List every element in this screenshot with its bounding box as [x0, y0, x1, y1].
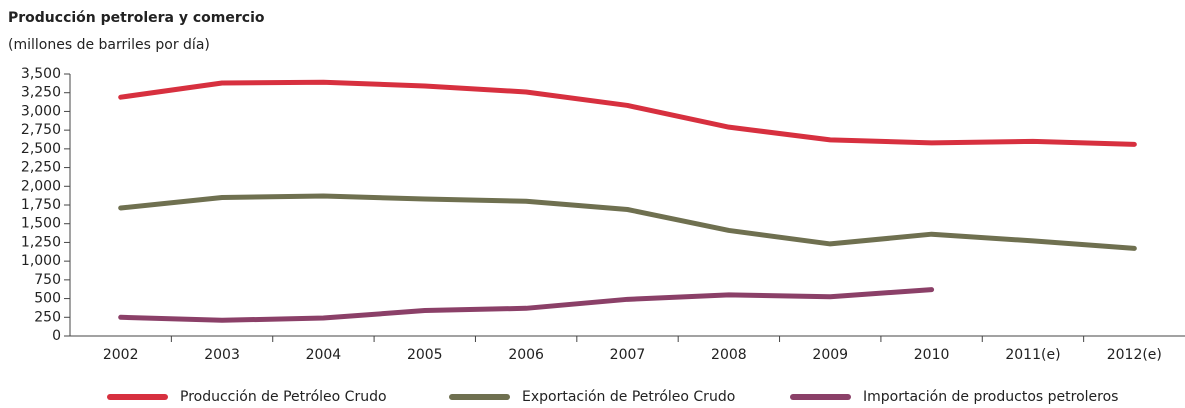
y-tick-label: 500	[34, 291, 61, 307]
y-tick-label: 2,750	[21, 122, 61, 138]
y-tick-label: 3,500	[21, 66, 61, 82]
chart-subtitle: (millones de barriles por día)	[8, 37, 210, 53]
series-line	[118, 193, 1137, 251]
series-line	[118, 79, 1137, 147]
x-tick-label: 2003	[204, 347, 240, 363]
x-tick-label: 2011(e)	[1005, 347, 1060, 363]
y-tick-label: 1,500	[21, 216, 61, 232]
y-tick-label: 1,000	[21, 253, 61, 269]
x-tick-label: 2004	[306, 347, 342, 363]
x-tick-label: 2010	[914, 347, 950, 363]
x-tick-label: 2009	[812, 347, 848, 363]
y-tick-label: 3,000	[21, 103, 61, 119]
x-tick-label: 2007	[610, 347, 646, 363]
chart-title: Producción petrolera y comercio	[8, 10, 265, 26]
y-tick-label: 2,500	[21, 141, 61, 157]
x-tick-label: 2012(e)	[1107, 347, 1162, 363]
y-tick-label: 2,250	[21, 160, 61, 176]
legend-label: Exportación de Petróleo Crudo	[522, 389, 735, 405]
series-line	[118, 287, 935, 323]
y-tick-label: 1,250	[21, 234, 61, 250]
x-tick-label: 2006	[508, 347, 544, 363]
legend-label: Producción de Petróleo Crudo	[180, 389, 387, 405]
x-tick-label: 2005	[407, 347, 443, 363]
y-tick-label: 750	[34, 272, 61, 288]
x-tick-label: 2008	[711, 347, 747, 363]
legend-label: Importación de productos petroleros	[863, 389, 1118, 405]
y-tick-label: 250	[34, 309, 61, 325]
y-tick-label: 3,250	[21, 85, 61, 101]
y-tick-label: 1,750	[21, 197, 61, 213]
y-tick-label: 2,000	[21, 178, 61, 194]
x-tick-label: 2002	[103, 347, 139, 363]
y-tick-label: 0	[52, 328, 61, 344]
